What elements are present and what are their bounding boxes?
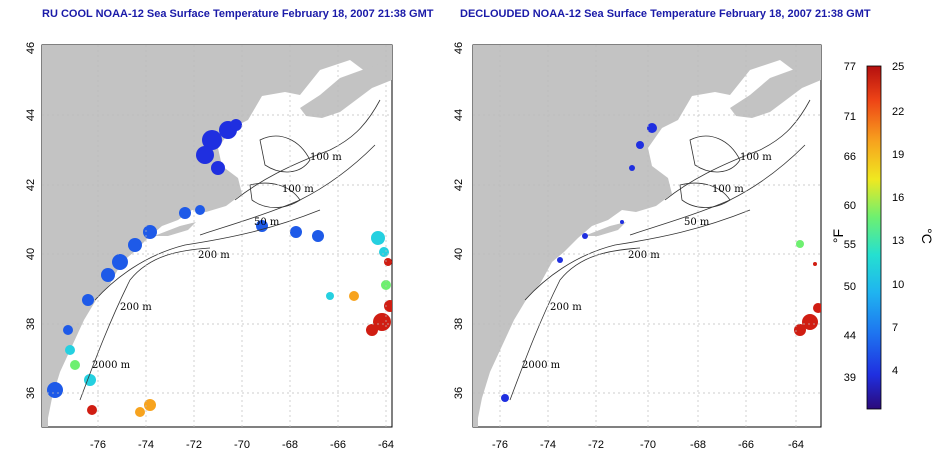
- right-panel-title: DECLOUDED NOAA-12 Sea Surface Temperatur…: [460, 8, 871, 20]
- colorbar-fahrenheit-ticks: 77 71 66 60 55 50 44 39: [844, 61, 856, 384]
- right-contour-label-100m-a: 100 m: [740, 152, 772, 163]
- left-contour-label-2000m: 2000 m: [92, 360, 131, 371]
- left-long-island: [154, 222, 196, 236]
- left-lat-tick: 44: [25, 109, 37, 121]
- fahrenheit-unit-label: °F: [830, 229, 846, 243]
- right-sst-green-patches: [796, 240, 804, 248]
- left-sst-blue-gulf-maine: [196, 119, 242, 175]
- left-contour-label-100m-a: 100 m: [310, 152, 342, 163]
- left-contour-label-50m: 50 m: [254, 217, 280, 228]
- left-x-axis-ticks: -76 -74 -72 -70 -68 -66 -64: [90, 439, 394, 451]
- celsius-tick: 13: [892, 235, 904, 247]
- right-y-axis-ticks: 36 38 40 42 44 46: [453, 42, 465, 399]
- right-sst-blue-patches: [501, 123, 657, 402]
- celsius-tick: 22: [892, 106, 904, 118]
- left-contour-label-200m-b: 200 m: [120, 302, 152, 313]
- left-lon-tick: -66: [330, 439, 346, 451]
- left-contour-label-100m-b: 100 m: [282, 184, 314, 195]
- right-lon-tick: -66: [738, 439, 754, 451]
- right-lon-tick: -68: [690, 439, 706, 451]
- left-panel-title: RU COOL NOAA-12 Sea Surface Temperature …: [42, 8, 434, 20]
- right-nova-scotia: [730, 62, 821, 118]
- celsius-tick: 25: [892, 61, 904, 73]
- left-lat-tick: 42: [25, 179, 37, 191]
- celsius-tick: 10: [892, 279, 904, 291]
- right-isobath-lines: [509, 99, 811, 401]
- celsius-tick: 16: [892, 192, 904, 204]
- left-lat-tick: 40: [25, 248, 37, 260]
- left-lon-tick: -76: [90, 439, 106, 451]
- temperature-colorbar: 77 71 66 60 55 50 44 39 25 22 19 16 13 1…: [830, 61, 935, 410]
- celsius-tick: 19: [892, 149, 904, 161]
- right-lon-tick: -64: [788, 439, 804, 451]
- left-lat-tick: 38: [25, 318, 37, 330]
- right-x-axis-ticks: -76 -74 -72 -70 -68 -66 -64: [492, 439, 804, 451]
- celsius-unit-label: °C: [919, 228, 935, 244]
- right-sst-red-gulf-stream: [794, 262, 821, 336]
- fahrenheit-tick: 50: [844, 281, 856, 293]
- right-contour-label-2000m: 2000 m: [522, 360, 561, 371]
- right-contour-label-200m-a: 200 m: [628, 250, 660, 261]
- right-lon-tick: -72: [588, 439, 604, 451]
- celsius-tick: 7: [892, 322, 898, 334]
- right-lat-tick: 42: [453, 179, 465, 191]
- right-contour-label-50m: 50 m: [684, 217, 710, 228]
- left-y-axis-ticks: 36 38 40 42 44 46: [25, 42, 37, 399]
- left-contour-label-200m-a: 200 m: [198, 250, 230, 261]
- left-lat-tick: 46: [25, 42, 37, 54]
- left-lon-tick: -72: [186, 439, 202, 451]
- left-map-panel: 100 m 100 m 50 m 200 m 200 m 2000 m -76 …: [25, 42, 394, 451]
- right-lat-tick: 38: [453, 318, 465, 330]
- right-lon-tick: -70: [640, 439, 656, 451]
- fahrenheit-tick: 77: [844, 61, 856, 73]
- right-contour-label-200m-b: 200 m: [550, 302, 582, 313]
- right-grid: [473, 45, 821, 427]
- right-lon-tick: -76: [492, 439, 508, 451]
- fahrenheit-tick: 60: [844, 200, 856, 212]
- right-contour-label-100m-b: 100 m: [712, 184, 744, 195]
- left-grid: [42, 45, 392, 427]
- left-sst-cyan-patches: [65, 231, 389, 386]
- right-land-mass: [473, 45, 821, 427]
- fahrenheit-tick: 44: [844, 330, 856, 342]
- right-lat-tick: 36: [453, 387, 465, 399]
- colorbar-celsius-ticks: 25 22 19 16 13 10 7 4: [892, 61, 904, 377]
- left-isobath-lines: [79, 99, 381, 401]
- fahrenheit-tick: 55: [844, 239, 856, 251]
- right-lat-tick: 44: [453, 109, 465, 121]
- left-lon-tick: -70: [234, 439, 250, 451]
- fahrenheit-tick: 66: [844, 151, 856, 163]
- left-sst-blue-shelf: [47, 205, 324, 398]
- left-lat-tick: 36: [25, 387, 37, 399]
- right-map-panel: 100 m 100 m 50 m 200 m 200 m 2000 m -76 …: [453, 42, 822, 451]
- left-lon-tick: -74: [138, 439, 154, 451]
- left-lon-tick: -68: [282, 439, 298, 451]
- left-land-mass: [42, 45, 392, 427]
- right-lat-tick: 40: [453, 248, 465, 260]
- left-sst-orange-patches: [135, 291, 359, 417]
- right-lat-tick: 46: [453, 42, 465, 54]
- fahrenheit-tick: 39: [844, 372, 856, 384]
- celsius-tick: 4: [892, 365, 898, 377]
- fahrenheit-tick: 71: [844, 111, 856, 123]
- right-lon-tick: -74: [540, 439, 556, 451]
- right-long-island: [584, 222, 626, 236]
- left-sst-red-gulf-stream: [87, 258, 392, 415]
- left-lon-tick: -64: [378, 439, 394, 451]
- colorbar-gradient: [866, 65, 882, 410]
- left-nova-scotia: [300, 62, 392, 118]
